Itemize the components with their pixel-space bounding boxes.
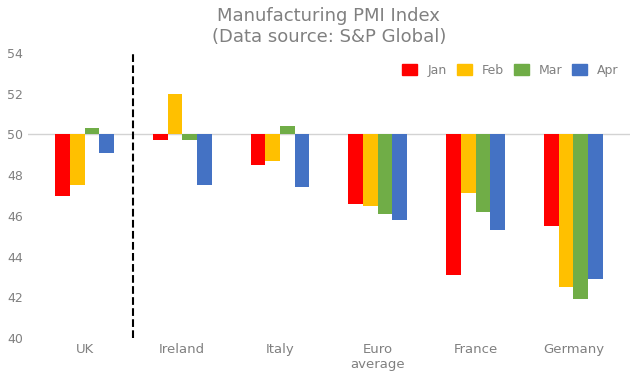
Bar	[295, 135, 310, 187]
Bar	[573, 135, 588, 299]
Bar	[153, 135, 168, 141]
Bar	[70, 135, 85, 185]
Bar	[55, 135, 70, 195]
Bar	[99, 135, 114, 153]
Bar	[363, 135, 378, 206]
Title: Manufacturing PMI Index
(Data source: S&P Global): Manufacturing PMI Index (Data source: S&…	[211, 7, 446, 46]
Legend: Jan, Feb, Mar, Apr: Jan, Feb, Mar, Apr	[397, 59, 624, 82]
Bar	[476, 135, 490, 212]
Bar	[266, 135, 280, 161]
Bar	[461, 135, 476, 194]
Bar	[588, 135, 603, 279]
Bar	[280, 126, 295, 135]
Bar	[348, 135, 363, 204]
Bar	[168, 94, 182, 135]
Bar	[392, 135, 407, 220]
Bar	[559, 135, 573, 287]
Bar	[490, 135, 505, 230]
Bar	[251, 135, 266, 165]
Bar	[447, 135, 461, 275]
Bar	[197, 135, 211, 185]
Bar	[378, 135, 392, 214]
Bar	[182, 135, 197, 141]
Bar	[85, 128, 99, 135]
Bar	[544, 135, 559, 226]
